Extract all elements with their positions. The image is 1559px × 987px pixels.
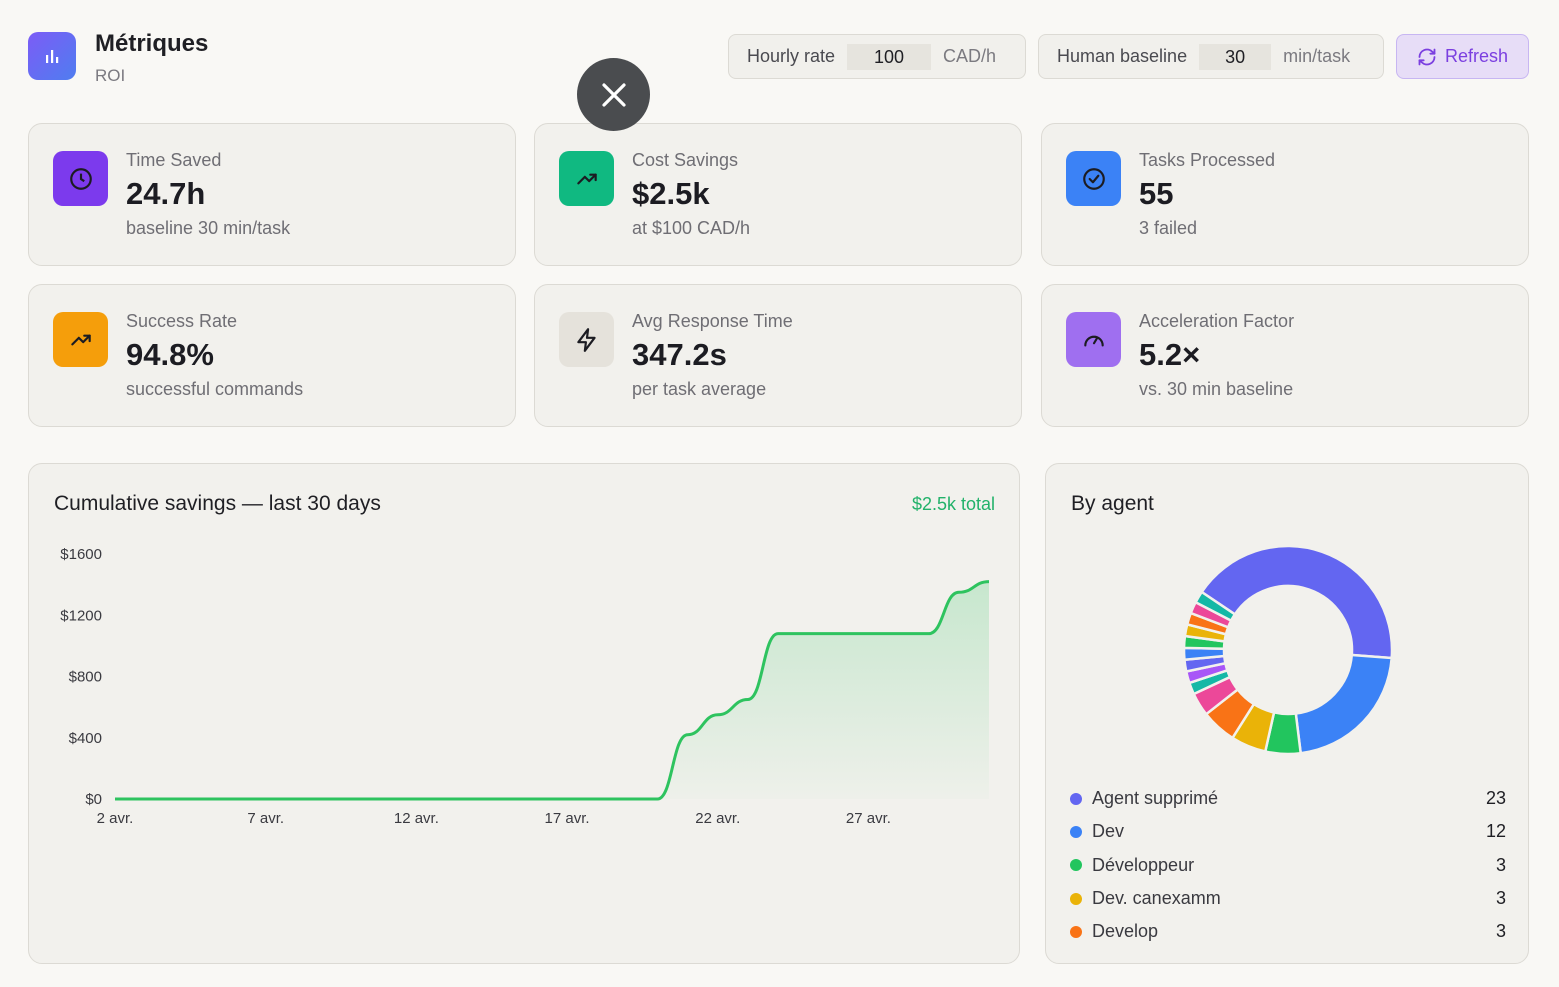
savings-line	[115, 580, 990, 801]
stat-sub: baseline 30 min/task	[126, 218, 291, 238]
legend-name: Agent supprimé	[1092, 788, 1219, 809]
stat-sub: at $100 CAD/h	[632, 218, 751, 238]
x-tick-label: 7 avr.	[247, 810, 284, 827]
legend-count: 3	[1495, 888, 1506, 909]
stat-sub: per task average	[632, 379, 767, 399]
legend-name: Dev. canexamm	[1092, 888, 1221, 909]
zap-icon	[559, 312, 614, 367]
donut-slice	[1199, 544, 1394, 660]
legend-count: 3	[1495, 921, 1506, 942]
legend-dot	[1070, 859, 1082, 872]
x-tick-label: 27 avr.	[846, 810, 891, 827]
legend-count: 23	[1485, 788, 1506, 809]
stat-sub: vs. 30 min baseline	[1139, 379, 1294, 399]
savings-total: $2.5k total	[911, 494, 995, 514]
stat-value: 5.2×	[1139, 337, 1201, 372]
stat-card-acceleration-factor: Acceleration Factor 5.2× vs. 30 min base…	[1041, 284, 1529, 427]
legend-name: Develop	[1092, 921, 1159, 942]
legend-item: Dev. canexamm 3	[1070, 882, 1506, 915]
donut-slice	[1193, 590, 1237, 623]
legend-name: Développeur	[1092, 854, 1195, 875]
refresh-label: Refresh	[1444, 46, 1509, 66]
clock-icon	[53, 151, 108, 206]
legend-item: Agent supprimé 23	[1070, 782, 1506, 815]
stat-card-success-rate: Success Rate 94.8% successful commands	[28, 284, 516, 427]
page-subtitle: ROI	[95, 66, 126, 85]
human-baseline-input[interactable]: 30	[1199, 43, 1272, 70]
stat-card-avg-response-time: Avg Response Time 347.2s per task averag…	[534, 284, 1022, 427]
trending-up-icon	[559, 151, 614, 206]
stat-label: Avg Response Time	[632, 311, 793, 331]
hourly-rate-control: Hourly rate 100 CAD/h	[728, 34, 1026, 79]
stat-value: 24.7h	[126, 176, 206, 211]
cumulative-savings-chart: $0 $400 $800 $1200 $1600 2 avr. 7 avr. 12 avr. 1…	[60, 546, 990, 827]
agent-donut-chart	[1182, 544, 1394, 756]
human-baseline-unit: min/task	[1283, 46, 1351, 66]
x-tick-label: 12 avr.	[394, 810, 439, 827]
stat-label: Time Saved	[126, 150, 222, 170]
legend-dot	[1070, 892, 1082, 905]
hourly-rate-unit: CAD/h	[943, 46, 997, 66]
legend-dot	[1070, 792, 1082, 805]
panel-title: Cumulative savings — last 30 days	[54, 492, 381, 515]
stat-sub: successful commands	[126, 379, 304, 399]
donut-slice	[1294, 653, 1394, 755]
stat-sub: 3 failed	[1139, 218, 1198, 238]
stat-value: $2.5k	[632, 176, 710, 211]
legend-dot	[1070, 925, 1082, 938]
legend-dot	[1070, 825, 1082, 838]
legend-count: 3	[1495, 854, 1506, 875]
x-tick-label: 22 avr.	[695, 810, 740, 827]
agent-legend: Agent supprimé 23 Dev 12 Développeur 3 Dev. ca…	[1070, 782, 1506, 948]
stat-card-tasks-processed: Tasks Processed 55 3 failed	[1041, 123, 1529, 266]
by-agent-panel: By agent Agent supprimé 23 Dev 12 Développeu…	[1045, 463, 1529, 964]
stat-card-cost-savings: Cost Savings $2.5k at $100 CAD/h	[534, 123, 1022, 266]
legend-name: Dev	[1092, 821, 1125, 842]
trending-up-icon	[53, 312, 108, 367]
savings-area	[115, 581, 989, 799]
stat-value: 347.2s	[632, 337, 727, 372]
legend-item: Develop 3	[1070, 915, 1506, 948]
hourly-rate-label: Hourly rate	[747, 46, 836, 66]
human-baseline-label: Human baseline	[1057, 46, 1188, 66]
close-button[interactable]	[577, 58, 650, 131]
y-tick-label: $800	[69, 669, 102, 686]
panel-title: By agent	[1071, 492, 1154, 515]
legend-item: Dev 12	[1070, 815, 1506, 848]
x-tick-label: 17 avr.	[545, 810, 590, 827]
gauge-icon	[1066, 312, 1121, 367]
close-icon	[601, 82, 626, 107]
y-tick-label: $1600	[60, 546, 102, 563]
x-tick-label: 2 avr.	[97, 810, 134, 827]
legend-count: 12	[1485, 821, 1506, 842]
y-tick-label: $1200	[60, 607, 102, 624]
stat-value: 94.8%	[126, 337, 214, 372]
hourly-rate-input[interactable]: 100	[847, 43, 932, 70]
stat-label: Cost Savings	[632, 150, 739, 170]
stat-label: Acceleration Factor	[1139, 311, 1295, 331]
bar-chart-icon	[46, 50, 59, 63]
stat-label: Success Rate	[126, 311, 238, 331]
stat-value: 55	[1139, 176, 1174, 211]
cumulative-savings-panel: $0 $400 $800 $1200 $1600 2 avr. 7 avr. 12 avr. 1…	[28, 463, 1020, 964]
app-logo	[28, 32, 76, 80]
human-baseline-control: Human baseline 30 min/task	[1038, 34, 1384, 79]
y-tick-label: $0	[85, 791, 102, 808]
refresh-icon	[1418, 48, 1436, 65]
legend-item: Développeur 3	[1070, 849, 1506, 882]
refresh-button[interactable]: Refresh	[1396, 34, 1529, 79]
y-tick-label: $400	[69, 730, 102, 747]
stat-label: Tasks Processed	[1139, 150, 1276, 170]
check-circle-icon	[1066, 151, 1121, 206]
stat-card-time-saved: Time Saved 24.7h baseline 30 min/task	[28, 123, 516, 266]
page-title: Métriques	[95, 30, 209, 57]
